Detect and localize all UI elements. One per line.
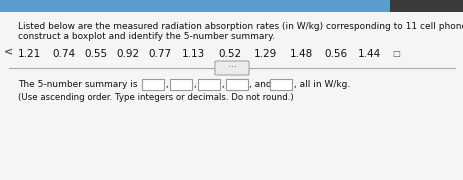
Text: ,: , bbox=[193, 80, 195, 89]
Text: 0.55: 0.55 bbox=[84, 49, 107, 59]
Text: , all in W/kg.: , all in W/kg. bbox=[294, 80, 350, 89]
Bar bbox=[0, 0, 463, 12]
Text: 1.21: 1.21 bbox=[18, 49, 41, 59]
Bar bbox=[269, 79, 291, 90]
Bar bbox=[225, 79, 247, 90]
Text: 1.29: 1.29 bbox=[253, 49, 277, 59]
Text: The 5-number summary is: The 5-number summary is bbox=[18, 80, 137, 89]
Text: <: < bbox=[4, 47, 13, 57]
Text: 0.52: 0.52 bbox=[218, 49, 241, 59]
Text: 0.77: 0.77 bbox=[148, 49, 171, 59]
Text: , and: , and bbox=[249, 80, 271, 89]
Text: ,: , bbox=[220, 80, 223, 89]
Text: 1.44: 1.44 bbox=[357, 49, 381, 59]
Text: (Use ascending order. Type integers or decimals. Do not round.): (Use ascending order. Type integers or d… bbox=[18, 93, 293, 102]
Text: 1.13: 1.13 bbox=[181, 49, 205, 59]
Bar bbox=[198, 79, 219, 90]
FancyBboxPatch shape bbox=[214, 61, 249, 75]
Text: construct a boxplot and identify the 5-number summary.: construct a boxplot and identify the 5-n… bbox=[18, 32, 275, 41]
Text: ···: ··· bbox=[227, 64, 236, 73]
Bar bbox=[142, 79, 163, 90]
Text: 1.48: 1.48 bbox=[289, 49, 313, 59]
Text: Listed below are the measured radiation absorption rates (in W/kg) corresponding: Listed below are the measured radiation … bbox=[18, 22, 463, 31]
Bar bbox=[169, 79, 192, 90]
Text: ,: , bbox=[165, 80, 168, 89]
Bar bbox=[389, 0, 463, 12]
Text: 0.92: 0.92 bbox=[116, 49, 139, 59]
Text: 0.74: 0.74 bbox=[52, 49, 75, 59]
Text: □: □ bbox=[391, 49, 399, 58]
Text: 0.56: 0.56 bbox=[323, 49, 346, 59]
